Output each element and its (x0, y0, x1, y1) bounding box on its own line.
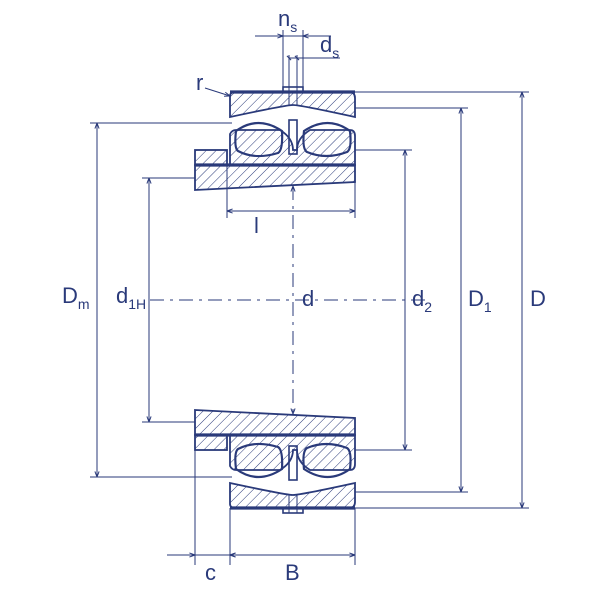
dim-r: r (196, 70, 230, 96)
inner-race-bot (230, 435, 355, 470)
label-D1: D1 (468, 286, 492, 315)
outer-race-bot (230, 483, 355, 508)
sleeve-nut-top (195, 150, 227, 165)
dim-c: c (167, 555, 258, 585)
inner-race-top (230, 130, 355, 165)
label-r: r (196, 70, 203, 95)
outer-race-top (230, 92, 355, 117)
label-ns: ns (278, 6, 297, 35)
top-half (195, 87, 355, 190)
label-d1H: d1H (116, 283, 146, 312)
label-d2: d2 (412, 286, 432, 315)
label-d: d (302, 286, 314, 311)
label-ds: ds (320, 32, 339, 61)
dim-B: B (230, 555, 355, 585)
label-l: l (254, 213, 259, 238)
label-c: c (205, 560, 216, 585)
label-Dm: Dm (62, 283, 90, 312)
label-D: D (530, 286, 546, 311)
bearing-section-diagram: ns ds r d2 D1 D (0, 0, 600, 600)
bottom-half (195, 410, 355, 513)
sleeve-bot (195, 410, 355, 435)
sleeve-top (195, 165, 355, 190)
label-B: B (285, 560, 300, 585)
sleeve-nut-bot (195, 435, 227, 450)
dim-ds: ds (289, 32, 340, 87)
